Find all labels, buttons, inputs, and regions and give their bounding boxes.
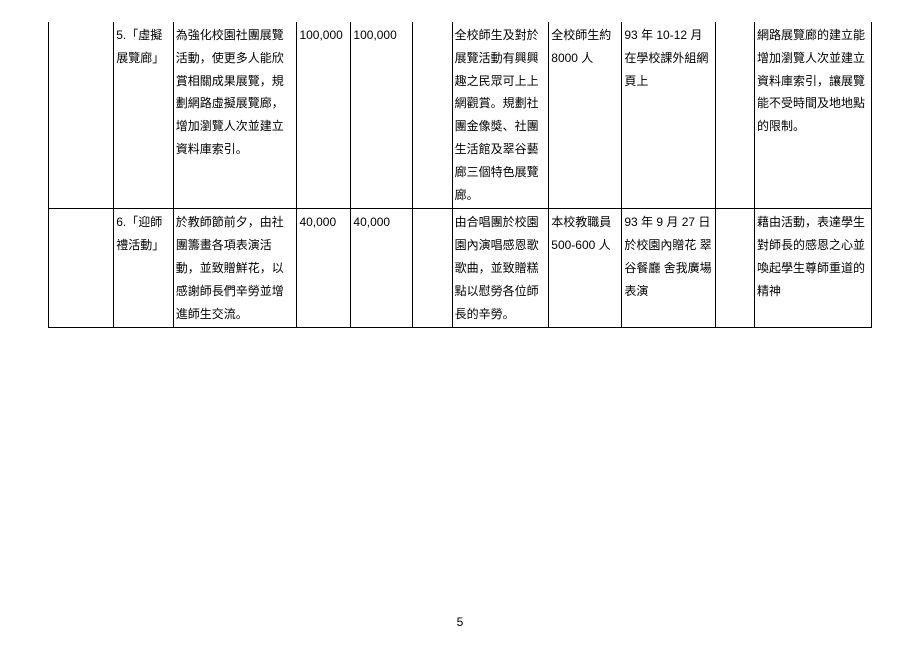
table-row: 6.「迎師禮活動」 於教師節前夕，由社團籌畫各項表演活動，並致贈鮮花，以感謝師長… <box>49 209 872 328</box>
cell-item-title: 5.「虛擬展覽廊」 <box>114 22 174 209</box>
cell-outcome: 網路展覽廊的建立能增加瀏覽人次並建立資料庫索引，讓展覽能不受時間及地地點的限制。 <box>755 22 872 209</box>
cell-participants: 本校教職員 500-600 人 <box>549 209 622 328</box>
cell-budget1: 40,000 <box>297 209 351 328</box>
data-table: 5.「虛擬展覽廊」 為強化校園社團展覽活動，使更多人能欣賞相關成果展覽，規劃網路… <box>48 22 872 328</box>
cell-blank3 <box>715 209 754 328</box>
cell-description: 於教師節前夕，由社團籌畫各項表演活動，並致贈鮮花，以感謝師長們辛勞並增進師生交流… <box>173 209 297 328</box>
cell-item-title: 6.「迎師禮活動」 <box>114 209 174 328</box>
cell-blank <box>49 22 114 209</box>
cell-schedule: 93 年 10-12 月在學校課外組網頁上 <box>622 22 715 209</box>
cell-budget2: 100,000 <box>351 22 413 209</box>
cell-blank3 <box>715 22 754 209</box>
cell-budget1: 100,000 <box>297 22 351 209</box>
cell-details: 由合唱團於校園園內演唱感恩歌歌曲，並致贈糕點以慰勞各位師長的辛勞。 <box>452 209 549 328</box>
table-row: 5.「虛擬展覽廊」 為強化校園社團展覽活動，使更多人能欣賞相關成果展覽，規劃網路… <box>49 22 872 209</box>
cell-description: 為強化校園社團展覽活動，使更多人能欣賞相關成果展覽，規劃網路虛擬展覽廊，增加瀏覽… <box>173 22 297 209</box>
page-number: 5 <box>0 615 920 629</box>
cell-schedule: 93 年 9 月 27 日 於校園內贈花 翠谷餐廳 舍我廣場表演 <box>622 209 715 328</box>
cell-participants: 全校師生約 8000 人 <box>549 22 622 209</box>
page: 5.「虛擬展覽廊」 為強化校園社團展覽活動，使更多人能欣賞相關成果展覽，規劃網路… <box>0 0 920 651</box>
cell-outcome: 藉由活動，表達學生對師長的感恩之心並喚起學生尊師重道的精神 <box>755 209 872 328</box>
cell-budget2: 40,000 <box>351 209 413 328</box>
cell-blank2 <box>413 22 452 209</box>
cell-blank <box>49 209 114 328</box>
cell-blank2 <box>413 209 452 328</box>
cell-details: 全校師生及對於展覽活動有興興趣之民眾可上上網觀賞。規劃社團金像獎、社團生活館及翠… <box>452 22 549 209</box>
